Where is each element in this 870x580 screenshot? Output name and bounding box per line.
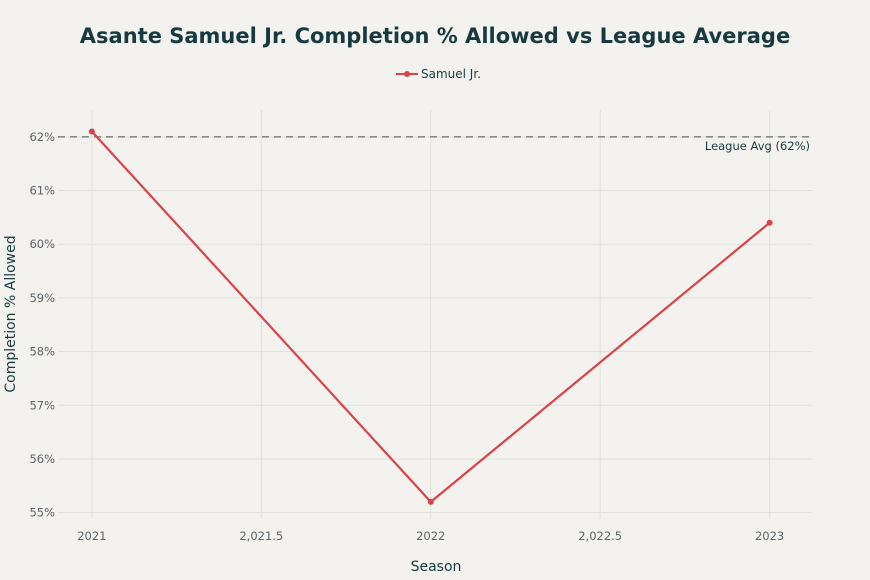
x-tick-label: 2,022.5: [578, 529, 622, 543]
legend[interactable]: Samuel Jr.: [396, 67, 481, 81]
legend-marker-swatch: [404, 71, 410, 77]
y-tick-label: 61%: [29, 184, 55, 198]
legend-label-samuel-jr: Samuel Jr.: [421, 67, 481, 81]
x-axis-ticks: 2021 2,021.5 2022 2,022.5 2023: [77, 529, 784, 543]
y-tick-label: 58%: [29, 345, 55, 359]
y-tick-label: 59%: [29, 291, 55, 305]
x-tick-label: 2021: [77, 529, 106, 543]
reference-line-group: League Avg (62%): [58, 136, 812, 153]
x-tick-label: 2,021.5: [239, 529, 283, 543]
y-axis-ticks: 55% 56% 57% 58% 59% 60% 61% 62%: [29, 130, 55, 520]
y-tick-label: 56%: [29, 452, 55, 466]
x-tick-label: 2023: [755, 529, 784, 543]
data-point[interactable]: [427, 498, 434, 505]
data-point[interactable]: [88, 128, 95, 135]
league-average-label: League Avg (62%): [705, 139, 810, 153]
chart-title: Asante Samuel Jr. Completion % Allowed v…: [80, 24, 790, 48]
y-tick-label: 55%: [29, 506, 55, 520]
grid: [58, 110, 812, 518]
y-axis-title: Completion % Allowed: [3, 235, 19, 392]
series-group[interactable]: [88, 128, 773, 505]
y-tick-label: 60%: [29, 237, 55, 251]
x-axis-title: Season: [411, 559, 462, 575]
data-point[interactable]: [766, 219, 773, 226]
x-tick-label: 2022: [416, 529, 445, 543]
y-tick-label: 57%: [29, 398, 55, 412]
y-tick-label: 62%: [29, 130, 55, 144]
